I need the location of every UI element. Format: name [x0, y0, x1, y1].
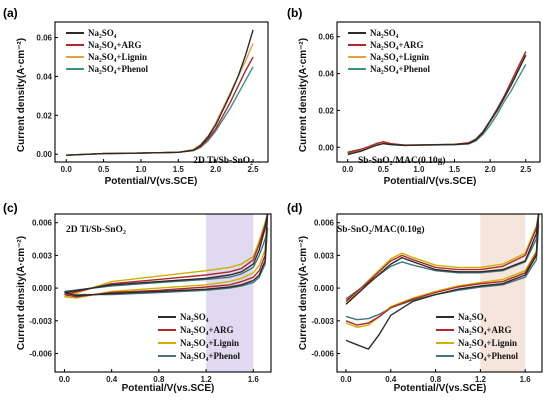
x-tick-label-b-3: 1.5 — [449, 165, 461, 174]
legend-label-c-2: Na₂SO₄+Lignin — [180, 338, 239, 348]
x-tick-label-a-0: 0.0 — [61, 165, 73, 174]
series-line-b-1 — [347, 51, 527, 154]
series-group-b — [347, 51, 527, 156]
legend-label-a-2: Na₂SO₄+Lignin — [88, 52, 147, 62]
highlight-band-c — [206, 214, 254, 372]
y-tick-label-d-1: -0.003 — [311, 317, 334, 326]
y-tick-label-d-2: 0.000 — [314, 284, 335, 293]
x-tick-label-d-1: 0.4 — [385, 375, 397, 384]
x-tick-label-b-5: 2.5 — [520, 165, 532, 174]
legend-label-b-1: Na₂SO₄+ARG — [370, 40, 424, 50]
x-tick-label-d-3: 1.2 — [475, 375, 487, 384]
y-tick-label-b-0: 0.00 — [318, 143, 334, 152]
panel-d: (d) Current density(A·cm⁻²) Potential/V(… — [287, 201, 543, 394]
x-tick-label-b-1: 0.5 — [378, 165, 390, 174]
axes-frame-c — [54, 213, 272, 373]
legend-c: Na₂SO₄ Na₂SO₄+ARG Na₂SO₄+Lignin Na₂SO₄+P… — [158, 312, 241, 361]
legend-label-c-0: Na₂SO₄ — [180, 312, 209, 322]
panel-label-b: (b) — [287, 6, 302, 20]
panel-a: (a) Current density(A·cm⁻²) Potential/V(… — [3, 6, 269, 187]
legend-label-d-1: Na₂SO₄+ARG — [458, 325, 512, 335]
y-tick-label-d-0: -0.006 — [311, 349, 334, 358]
legend-d: Na₂SO₄ Na₂SO₄+ARG Na₂SO₄+Lignin Na₂SO₄+P… — [436, 312, 519, 361]
y-tick-label-c-2: 0.000 — [32, 284, 53, 293]
y-tick-label-b-1: 0.02 — [318, 106, 334, 115]
panel-label-c: (c) — [3, 201, 18, 215]
y-axis-label-c: Current density(A·cm⁻²) — [16, 236, 27, 350]
x-tick-label-a-2: 1.0 — [135, 165, 147, 174]
y-axis-label-d: Current density(A·cm⁻²) — [298, 236, 309, 350]
legend-label-b-0: Na₂SO₄ — [370, 28, 399, 38]
legend-label-a-1: Na₂SO₄+ARG — [88, 40, 142, 50]
panel-c: (c) Current density(A·cm⁻²) Potential/V(… — [3, 201, 272, 394]
x-tick-label-b-0: 0.0 — [342, 165, 354, 174]
panel-label-a: (a) — [3, 6, 18, 20]
series-group-c — [64, 214, 269, 299]
x-tick-label-a-5: 2.5 — [247, 165, 259, 174]
x-tick-label-b-2: 1.0 — [413, 165, 425, 174]
legend-label-b-2: Na₂SO₄+Lignin — [370, 52, 429, 62]
x-tick-label-d-4: 1.6 — [520, 375, 532, 384]
x-tick-label-c-1: 0.4 — [106, 375, 118, 384]
series-line-b-0 — [347, 54, 527, 156]
y-tick-label-a-3: 0.06 — [36, 34, 52, 43]
y-tick-label-b-3: 0.06 — [318, 33, 334, 42]
legend-label-a-0: Na₂SO₄ — [88, 28, 117, 38]
y-tick-label-d-3: 0.003 — [314, 251, 335, 260]
panel-label-d: (d) — [287, 201, 302, 215]
x-tick-label-d-0: 0.0 — [340, 375, 352, 384]
legend-label-d-0: Na₂SO₄ — [458, 312, 487, 322]
x-axis-label-d: Potential/V(vs.SCE) — [394, 383, 487, 394]
series-group-a — [66, 29, 254, 156]
annotation-c: 2D Ti/Sb-SnO₂ — [66, 225, 126, 235]
y-axis-label-a: Current density(A·cm⁻²) — [16, 38, 27, 152]
y-tick-label-a-0: 0.00 — [36, 150, 52, 159]
panel-b: (b) Current density(A·cm⁻²) Potential/V(… — [287, 6, 541, 187]
x-axis-label-a: Potential/V(vs.SCE) — [105, 176, 198, 187]
x-tick-label-c-0: 0.0 — [59, 375, 71, 384]
legend-b: Na₂SO₄ Na₂SO₄+ARG Na₂SO₄+Lignin Na₂SO₄+P… — [348, 28, 431, 74]
axes-frame-d — [336, 213, 543, 373]
legend-label-a-3: Na₂SO₄+Phenol — [88, 64, 149, 74]
axes-frame-b — [336, 21, 541, 163]
annotation-d: Sb-SnO₂/MAC(0.10g) — [337, 224, 425, 235]
legend-label-c-3: Na₂SO₄+Phenol — [180, 351, 241, 361]
y-tick-label-c-0: -0.006 — [29, 349, 52, 358]
x-tick-label-c-4: 1.6 — [248, 375, 260, 384]
annotation-a: 2D Ti/Sb-SnO₂ — [193, 156, 253, 166]
x-axis-label-b: Potential/V(vs.SCE) — [384, 176, 477, 187]
legend-label-d-3: Na₂SO₄+Phenol — [458, 351, 519, 361]
axes-frame-a — [54, 21, 269, 163]
y-tick-label-b-2: 0.04 — [318, 70, 334, 79]
x-tick-label-a-1: 0.5 — [98, 165, 110, 174]
y-tick-label-c-3: 0.003 — [32, 251, 53, 260]
highlight-band-d — [480, 214, 526, 372]
series-line-a-0 — [66, 29, 254, 156]
x-axis-label-c: Potential/V(vs.SCE) — [122, 383, 215, 394]
series-group-d — [345, 214, 540, 350]
x-tick-label-b-4: 2.0 — [485, 165, 497, 174]
x-tick-label-a-3: 1.5 — [173, 165, 185, 174]
y-tick-label-a-2: 0.04 — [36, 72, 52, 81]
annotation-b: Sb-SnO₂/MAC(0.10g) — [358, 155, 446, 166]
legend-label-c-1: Na₂SO₄+ARG — [180, 325, 234, 335]
legend-a: Na₂SO₄ Na₂SO₄+ARG Na₂SO₄+Lignin Na₂SO₄+P… — [66, 28, 149, 74]
y-tick-label-c-4: 0.006 — [32, 219, 53, 228]
y-tick-label-d-4: 0.006 — [314, 219, 335, 228]
series-line-d-0 — [345, 214, 540, 350]
legend-label-b-3: Na₂SO₄+Phenol — [370, 64, 431, 74]
x-tick-label-c-3: 1.2 — [201, 375, 213, 384]
series-line-c-0 — [64, 214, 269, 297]
y-tick-label-c-1: -0.003 — [29, 317, 52, 326]
x-tick-label-d-2: 0.8 — [430, 375, 442, 384]
y-tick-label-a-1: 0.02 — [36, 111, 52, 120]
y-axis-label-b: Current density(A·cm⁻²) — [298, 38, 309, 152]
x-tick-label-a-4: 2.0 — [210, 165, 222, 174]
x-tick-label-c-2: 0.8 — [153, 375, 165, 384]
legend-label-d-2: Na₂SO₄+Lignin — [458, 338, 517, 348]
